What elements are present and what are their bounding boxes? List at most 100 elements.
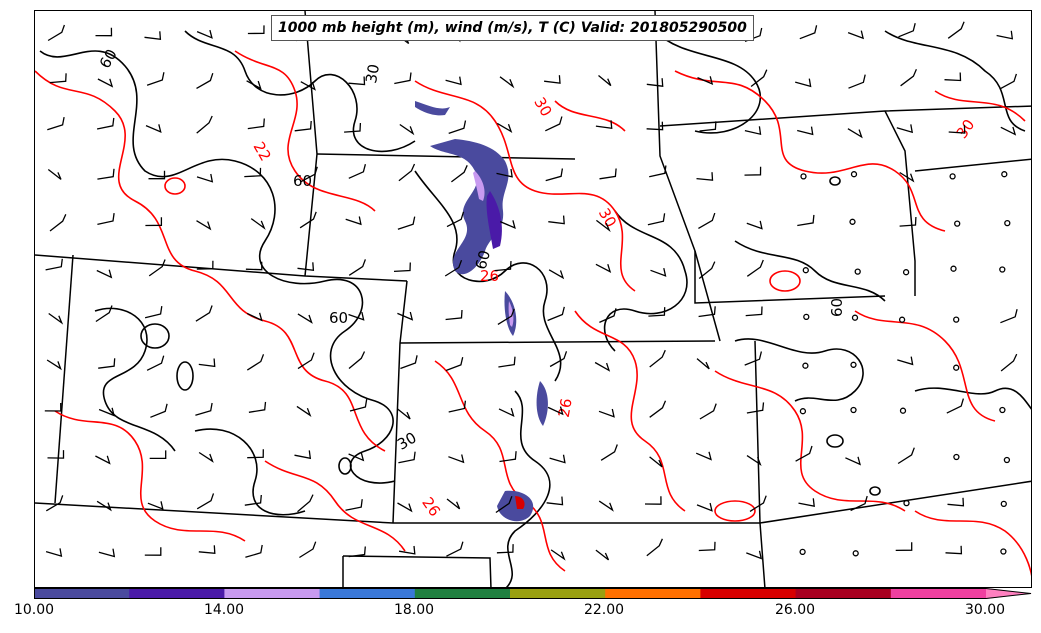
wind-barb (595, 549, 610, 561)
wind-barb (47, 116, 65, 131)
wind-barb (944, 72, 962, 82)
wind-barb (595, 120, 613, 130)
calm-wind-marker (803, 313, 810, 321)
wind-barb (900, 68, 917, 87)
wind-barb (149, 450, 167, 460)
map-panel: 60 60 60 60 30 30 60 22 30 30 26 26 30 2… (34, 10, 1032, 588)
wind-barb (494, 261, 512, 272)
wind-barb (699, 403, 717, 420)
wind-barb (445, 309, 463, 321)
calm-wind-marker (902, 269, 910, 276)
wind-barb (496, 168, 513, 178)
wind-barb (400, 355, 418, 370)
wind-barb (746, 259, 764, 277)
border-ne-ks (399, 340, 716, 344)
wind-barb (799, 25, 818, 40)
colorbar-tick-label: 26.00 (774, 602, 816, 618)
wind-barb (46, 359, 62, 371)
wind-barb (45, 495, 64, 512)
wind-barb (146, 72, 165, 86)
wind-barb (96, 117, 115, 130)
wind-barb (148, 170, 166, 180)
calm-wind-marker (999, 266, 1006, 273)
wind-barb (798, 498, 815, 508)
border-mt-wy (304, 11, 318, 277)
wind-barb (1000, 353, 1018, 372)
wind-barb (196, 173, 214, 183)
calm-wind-marker (1000, 500, 1007, 508)
wind-barb (300, 166, 318, 183)
colorbar-outline (34, 588, 1032, 599)
wind-barb (698, 306, 716, 318)
wind-barb (348, 259, 367, 276)
wind-barb (196, 493, 215, 510)
wind-barb (146, 355, 165, 371)
temperature-label: 26 (480, 267, 499, 285)
border-co-ks-west (392, 280, 408, 524)
wind-barb (398, 163, 416, 182)
wind-barb (196, 115, 213, 134)
wind-barb (650, 267, 667, 277)
calm-wind-marker (899, 407, 907, 414)
wind-barb (246, 312, 263, 322)
calm-wind-marker (802, 362, 809, 369)
calm-wind-marker (800, 173, 807, 180)
wind-barb (499, 76, 515, 89)
wind-barb (198, 545, 216, 555)
wind-barb (598, 408, 615, 418)
colorbar-segment (319, 588, 416, 599)
wind-barb (397, 216, 416, 230)
wind-barb (345, 499, 363, 511)
wind-barb (394, 72, 412, 85)
wind-barb (498, 356, 516, 368)
wind-barb (448, 120, 467, 135)
wind-barb (497, 308, 515, 325)
colorbar-segment (224, 588, 321, 599)
wind-barb (698, 541, 716, 552)
calm-wind-marker (799, 408, 807, 415)
calm-wind-marker (1001, 171, 1008, 178)
wind-barb (744, 166, 762, 176)
calm-wind-marker (953, 453, 960, 461)
wind-barb (397, 408, 411, 420)
wind-barb (696, 358, 710, 370)
wind-barb (245, 544, 263, 558)
wind-barb (695, 451, 712, 461)
wind-barb (895, 542, 913, 552)
wind-barb (398, 451, 416, 464)
wind-barb (246, 80, 262, 90)
border-wy-co (35, 254, 408, 282)
wind-barb (98, 548, 116, 558)
wind-barb (445, 357, 464, 372)
wind-barb (795, 78, 812, 88)
wind-barb (398, 545, 416, 555)
colorbar-tick-label: 14.00 (203, 602, 245, 618)
weather-map: 60 60 60 60 30 30 60 22 30 30 26 26 30 2… (35, 11, 1031, 587)
wind-barb (646, 538, 663, 557)
wind-barb (198, 358, 216, 368)
wind-barb (548, 269, 565, 280)
wind-barb (646, 78, 664, 87)
wind-barb (451, 165, 468, 183)
wind-barb (47, 168, 62, 180)
wind-barb (344, 122, 362, 133)
wind-barb (247, 25, 265, 35)
wind-barb (448, 400, 467, 413)
wind-barb (897, 447, 915, 465)
wind-barb (244, 167, 262, 178)
height-label: 60 (329, 309, 348, 327)
border-ia-il (884, 110, 916, 296)
wind-barb (196, 220, 212, 231)
wind-barb (145, 124, 162, 134)
wind-barb (797, 214, 815, 227)
colorbar-segment (129, 588, 225, 599)
wind-barb (348, 351, 366, 370)
wind-barb (196, 72, 214, 89)
wind-barb (596, 219, 611, 233)
wind-barb (246, 354, 265, 371)
wind-barb (595, 263, 612, 273)
calm-wind-marker (1003, 456, 1011, 464)
wind-barb (947, 21, 965, 39)
wind-barb (945, 545, 963, 555)
wind-barb (549, 351, 568, 368)
